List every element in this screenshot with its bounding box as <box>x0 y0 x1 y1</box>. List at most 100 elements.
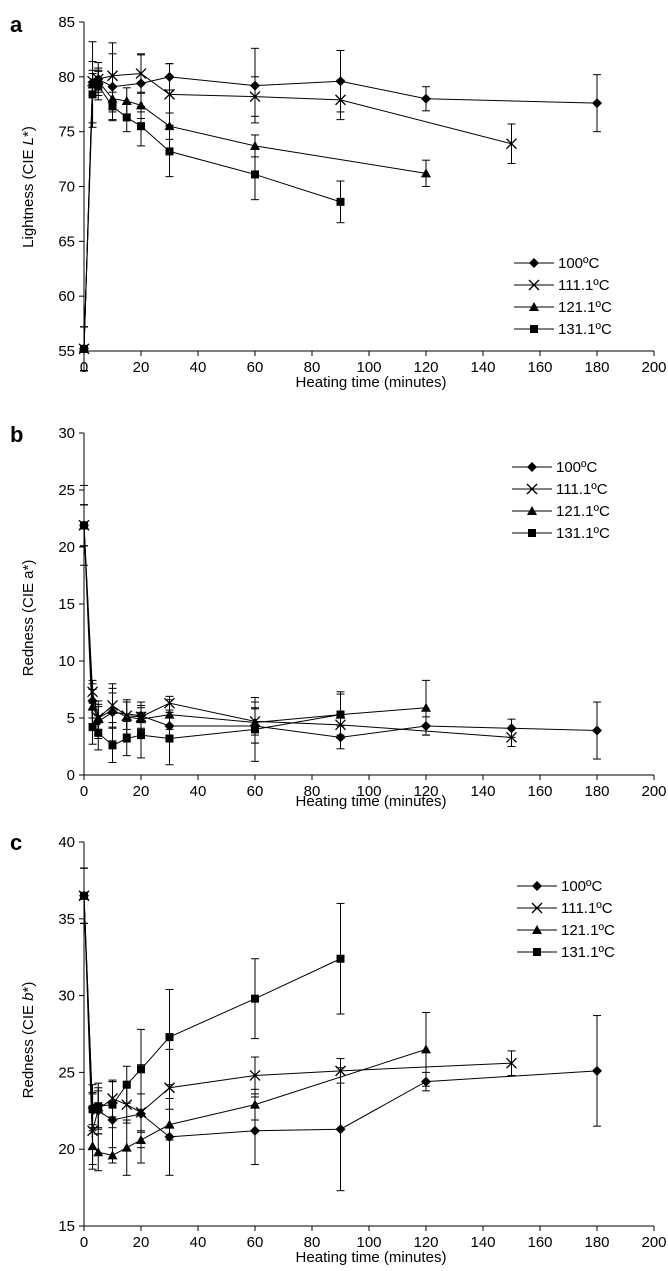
legend-marker <box>527 506 537 515</box>
legend-marker <box>531 902 543 914</box>
data-point <box>506 1057 517 1069</box>
legend-entry: 121.1ºC <box>512 503 610 520</box>
data-point <box>88 90 97 99</box>
data-point <box>108 741 117 750</box>
legend-entry: 100ºC <box>512 459 598 476</box>
y-tick-label: 10 <box>58 653 75 670</box>
data-point <box>135 68 147 80</box>
series-line <box>83 84 341 349</box>
x-tick-label: 60 <box>247 1234 264 1251</box>
x-tick-label: 0 <box>80 1234 88 1251</box>
data-point <box>250 140 260 150</box>
y-axis-title-c: Redness (CIE b*) <box>20 982 37 1099</box>
data-point <box>335 94 346 106</box>
x-tick-label: 120 <box>413 783 438 800</box>
data-point <box>249 1070 261 1081</box>
data-point <box>336 954 345 963</box>
data-point <box>94 728 103 737</box>
data-point <box>137 1065 145 1074</box>
data-point <box>592 98 602 109</box>
x-axis-title-a: Heating time (minutes) <box>296 374 447 391</box>
legend-entry: 131.1ºC <box>514 321 612 338</box>
data-point <box>251 994 259 1003</box>
data-point <box>122 734 131 743</box>
x-tick-label: 140 <box>470 783 495 800</box>
y-tick-label: 40 <box>58 834 75 851</box>
y-tick-label: 80 <box>58 69 75 86</box>
x-tick-label: 160 <box>527 1234 552 1251</box>
legend-entry: 100ºC <box>514 255 600 272</box>
data-point <box>165 1033 174 1042</box>
data-point <box>80 344 88 353</box>
panel-c: c Redness (CIE b*) Heating time (minutes… <box>10 830 667 1266</box>
y-tick-label: 30 <box>58 988 75 1005</box>
data-point <box>93 1147 104 1157</box>
x-tick-label: 0 <box>80 783 88 800</box>
series-line <box>83 895 341 1111</box>
y-tick-label: 15 <box>58 1218 75 1235</box>
legend-entry: 121.1ºC <box>517 922 615 939</box>
legend-label: 131.1ºC <box>556 525 610 542</box>
x-tick-label: 100 <box>356 1234 381 1251</box>
legend-label: 131.1ºC <box>558 321 612 338</box>
y-tick-label: 20 <box>58 1141 75 1158</box>
x-tick-label: 100 <box>356 783 381 800</box>
series-square <box>80 484 345 766</box>
data-point <box>107 1150 118 1160</box>
legend-entry: 121.1ºC <box>514 299 612 316</box>
legend-entry: 131.1ºC <box>517 944 615 961</box>
legend-label: 121.1ºC <box>558 299 612 316</box>
data-point <box>108 102 117 111</box>
legend-label: 111.1ºC <box>561 900 613 917</box>
data-point <box>421 702 431 712</box>
x-tick-label: 40 <box>190 359 207 376</box>
panel-letter-a: a <box>10 12 23 37</box>
legend-label: 100ºC <box>556 459 598 476</box>
x-tick-label: 200 <box>641 783 666 800</box>
x-tick-label: 40 <box>190 1234 207 1251</box>
data-point <box>506 138 517 150</box>
series-line <box>83 895 512 1131</box>
y-tick-label: 60 <box>58 288 75 305</box>
y-tick-label: 15 <box>58 596 75 613</box>
x-tick-label: 160 <box>527 783 552 800</box>
x-tick-label: 60 <box>247 359 264 376</box>
x-tick-label: 20 <box>133 783 150 800</box>
data-point <box>121 711 132 721</box>
data-point <box>94 1102 103 1111</box>
data-point <box>592 725 602 736</box>
legend-marker <box>530 325 538 333</box>
data-point <box>421 1044 431 1054</box>
data-point <box>108 1100 117 1109</box>
x-axis-title-c: Heating time (minutes) <box>296 1249 447 1266</box>
y-tick-label: 25 <box>58 1064 75 1081</box>
x-tick-label: 180 <box>584 1234 609 1251</box>
series-line <box>83 73 512 349</box>
y-tick-label: 85 <box>58 14 75 31</box>
data-point <box>107 70 118 82</box>
data-point <box>137 122 145 131</box>
x-tick-label: 60 <box>247 783 264 800</box>
legend-marker <box>529 302 539 311</box>
legend-marker <box>527 462 537 472</box>
data-point <box>592 1065 602 1076</box>
y-tick-label: 70 <box>58 179 75 196</box>
data-point <box>336 710 345 719</box>
y-tick-label: 35 <box>58 911 75 928</box>
x-tick-label: 80 <box>304 359 321 376</box>
x-tick-label: 180 <box>584 783 609 800</box>
data-point <box>88 723 97 732</box>
legend-label: 111.1ºC <box>556 481 608 498</box>
x-tick-label: 80 <box>304 1234 321 1251</box>
panel-letter-b: b <box>10 422 23 447</box>
x-tick-label: 120 <box>413 359 438 376</box>
legend-label: 100ºC <box>561 878 603 895</box>
legend-label: 111.1ºC <box>558 277 610 294</box>
legend-label: 131.1ºC <box>561 944 615 961</box>
legend-marker <box>532 881 542 891</box>
legend-marker <box>529 258 539 268</box>
y-axis-title-b: Redness (CIE a*) <box>20 560 37 677</box>
y-tick-label: 55 <box>58 343 75 360</box>
panel-b: b Redness (CIE a*) Heating time (minutes… <box>10 422 667 810</box>
